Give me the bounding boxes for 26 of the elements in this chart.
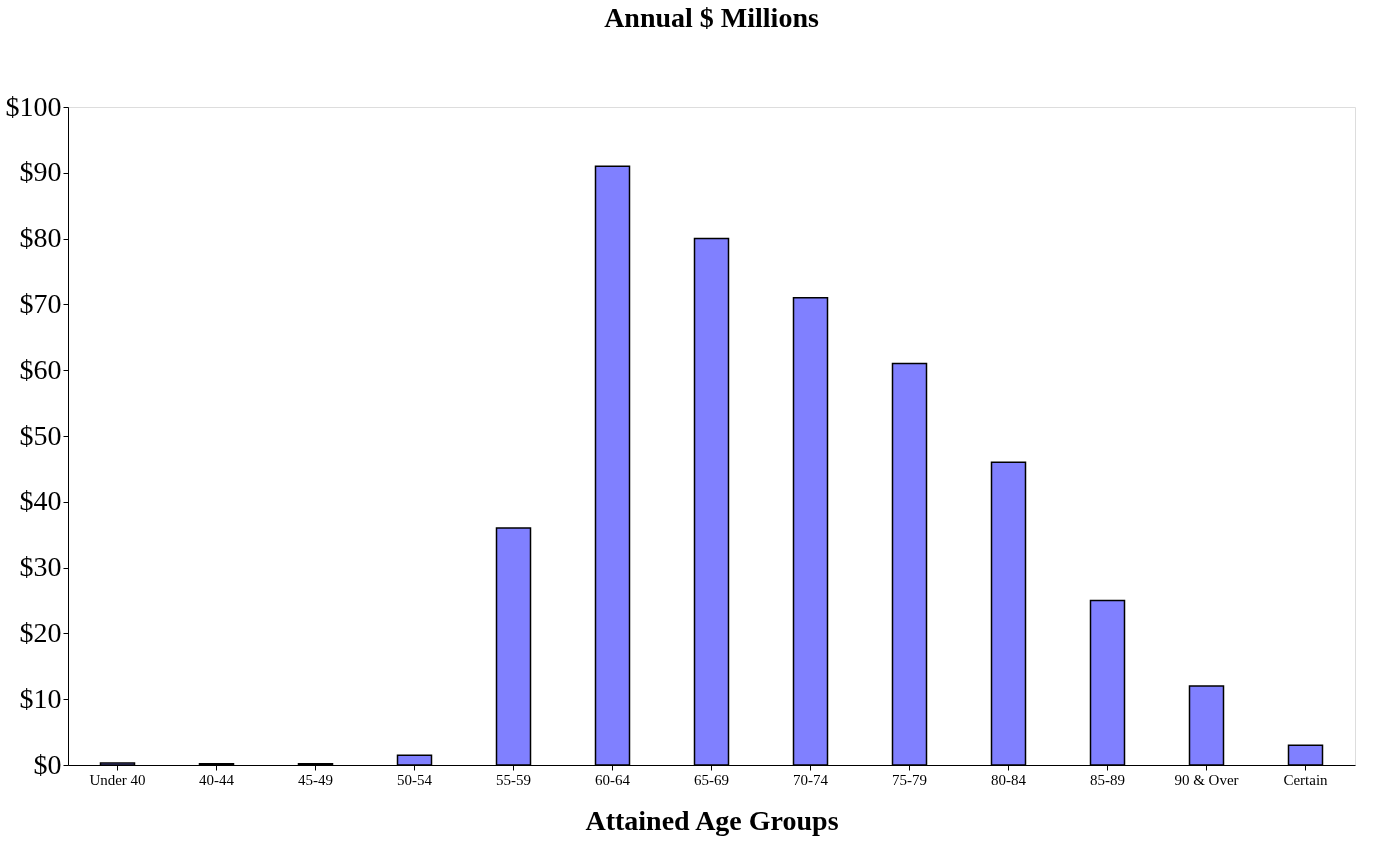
- y-tick-label: $0: [33, 748, 62, 780]
- x-tick-label: 50-54: [397, 771, 433, 788]
- x-tick-label: 85-89: [1090, 771, 1125, 788]
- x-axis-title: Attained Age Groups: [585, 804, 839, 836]
- y-tick-label: $10: [19, 682, 62, 714]
- y-tick-label: $80: [19, 222, 62, 254]
- x-tick-label: 75-79: [892, 771, 927, 788]
- y-tick-label: $20: [19, 616, 62, 648]
- x-tick-label: 45-49: [298, 771, 333, 788]
- y-tick-label: $50: [19, 419, 62, 451]
- y-tick-label: $100: [5, 90, 62, 122]
- x-tick-label: 80-84: [991, 771, 1027, 788]
- y-tick-label: $30: [19, 551, 62, 583]
- chart-title: Annual $ Millions: [604, 2, 819, 33]
- y-tick-label: $90: [19, 156, 62, 188]
- y-tick-label: $60: [19, 353, 62, 385]
- x-tick-label: 65-69: [694, 771, 729, 788]
- x-tick-label: 90 & Over: [1174, 771, 1239, 788]
- x-tick-label: Under 40: [89, 771, 146, 788]
- x-tick-label: 40-44: [199, 771, 235, 788]
- x-tick-label: 70-74: [793, 771, 829, 788]
- y-tick-label: $70: [19, 287, 62, 319]
- y-tick-label: $40: [19, 485, 62, 517]
- x-tick-label: Certain: [1283, 771, 1329, 788]
- x-tick-label: 55-59: [496, 771, 531, 788]
- x-tick-label: 60-64: [595, 771, 631, 788]
